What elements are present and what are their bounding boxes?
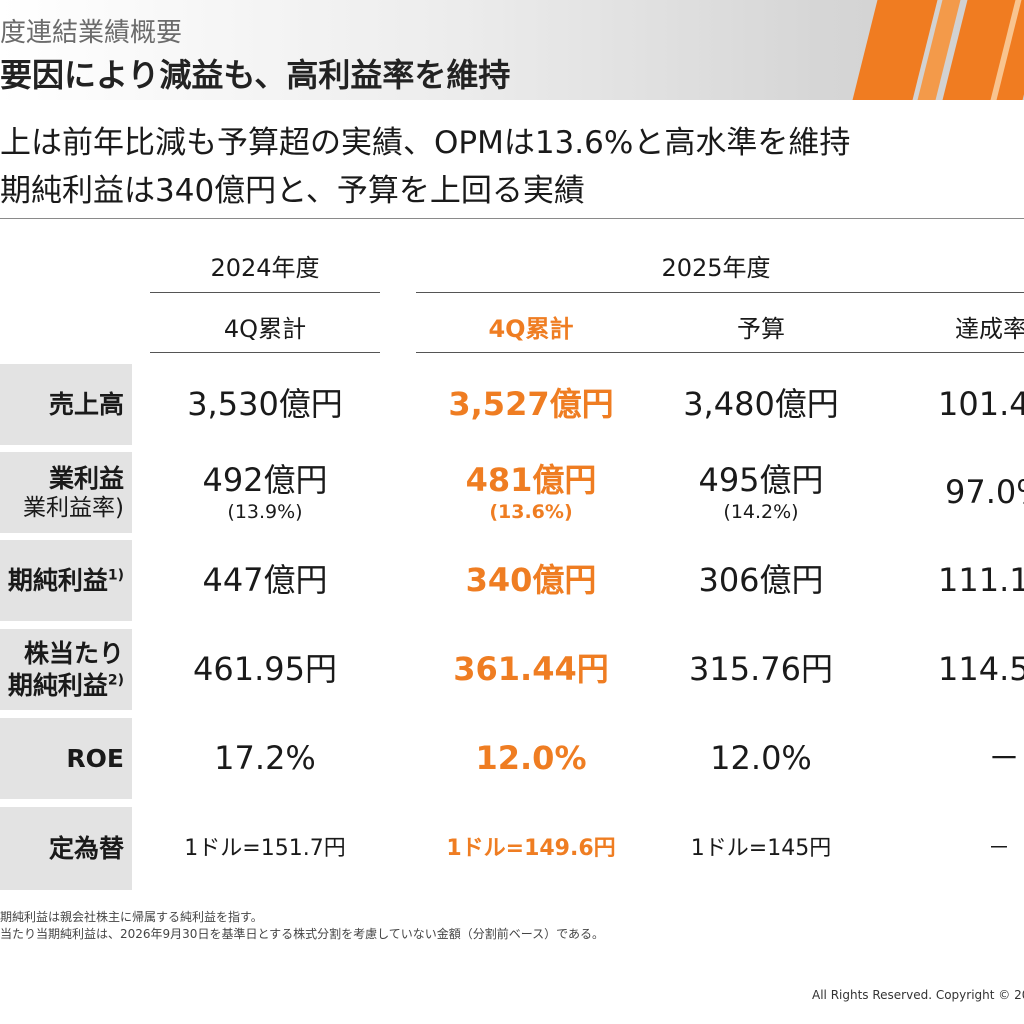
- cell-value: 111.1: [938, 561, 1024, 600]
- row-label-text: ROE: [66, 743, 124, 773]
- header-rule: [150, 352, 380, 353]
- row-label-subtext: 業利益率): [23, 494, 124, 521]
- row-label-eps: 株当たり 期純利益2): [0, 629, 132, 710]
- cell-value: 17.2%: [214, 739, 316, 778]
- row-label-text: 売上高: [48, 389, 124, 419]
- table-cell: 97.0%: [945, 452, 1024, 533]
- row-label-roe: ROE: [0, 718, 132, 799]
- section-label: 度連結業績概要: [0, 18, 183, 48]
- cell-value: 461.95円: [193, 650, 337, 689]
- header-rule: [416, 292, 1024, 293]
- cell-subvalue: (14.2%): [723, 500, 799, 523]
- footnote-marker: 2): [107, 672, 124, 689]
- table-cell: 3,527億円: [416, 364, 646, 445]
- table-cell: 12.0%: [416, 718, 646, 799]
- cell-value: 3,527億円: [448, 385, 614, 424]
- cell-subvalue: (13.9%): [227, 500, 303, 523]
- footnote-marker: 1): [107, 567, 124, 584]
- table-cell: －: [988, 807, 1024, 890]
- table-cell: 114.5: [938, 629, 1024, 710]
- row-label-operating-income: 業利益 業利益率): [0, 452, 132, 533]
- row-label-fx-rate: 定為替: [0, 807, 132, 890]
- table-cell: 101.4: [938, 364, 1024, 445]
- cell-value: 12.0%: [475, 739, 587, 778]
- table-cell: 1ドル=151.7円: [150, 807, 380, 890]
- col-header-budget: 予算: [737, 315, 785, 343]
- cell-value: 315.76円: [689, 650, 833, 689]
- cell-value: 3,530億円: [187, 385, 343, 424]
- row-label-text: 株当たり: [23, 639, 124, 669]
- row-label-text: 業利益: [48, 463, 124, 493]
- col-header-achievement: 達成率: [955, 315, 1024, 343]
- table-cell: 17.2%: [150, 718, 380, 799]
- header-rule: [150, 292, 380, 293]
- row-label-word: 期純利益: [7, 565, 108, 595]
- cell-value: 1ドル=151.7円: [184, 835, 346, 861]
- table-cell: 111.1: [938, 540, 1024, 621]
- cell-subvalue: (13.6%): [489, 500, 573, 523]
- slide-title: 要因により減益も、高利益率を維持: [0, 56, 511, 94]
- cell-value: 12.0%: [710, 739, 812, 778]
- table-cell: －: [988, 718, 1024, 799]
- cell-value: 495億円: [698, 460, 824, 499]
- cell-value: 3,480億円: [683, 385, 839, 424]
- table-cell: 12.0%: [646, 718, 876, 799]
- summary-bullet: 上は前年比減も予算超の実績、OPMは13.6%と高水準を維持: [0, 125, 851, 161]
- row-label-net-sales: 売上高: [0, 364, 132, 445]
- table-cell: 447億円: [150, 540, 380, 621]
- cell-value: 97.0%: [945, 473, 1024, 512]
- table-cell: 1ドル=145円: [646, 807, 876, 890]
- col-header-2025-4q: 4Q累計: [488, 315, 574, 343]
- row-label-text: 期純利益2): [8, 670, 124, 701]
- table-cell: 340億円: [416, 540, 646, 621]
- footnote: 当たり当期純利益は、2026年9月30日を基準日とする株式分割を考慮していない金…: [0, 927, 605, 941]
- cell-value: 114.5: [938, 650, 1024, 689]
- table-cell: 3,530億円: [150, 364, 380, 445]
- cell-value: －: [988, 835, 1011, 861]
- col-header-2024-4q: 4Q累計: [223, 315, 307, 343]
- year-header-2025: 2025年度: [661, 254, 771, 282]
- row-label-net-income: 期純利益1): [0, 540, 132, 621]
- table-cell: 492億円 (13.9%): [150, 452, 380, 533]
- table-cell: 361.44円: [416, 629, 646, 710]
- cell-value: 481億円: [465, 460, 597, 499]
- copyright: All Rights Reserved. Copyright © 20: [812, 988, 1024, 1002]
- cell-value: 1ドル=145円: [690, 835, 832, 861]
- cell-value: 306億円: [698, 561, 824, 600]
- table-cell: 495億円 (14.2%): [646, 452, 876, 533]
- cell-value: 1ドル=149.6円: [446, 835, 616, 861]
- table-cell: 461.95円: [150, 629, 380, 710]
- cell-value: 447億円: [202, 561, 328, 600]
- footnote: 期純利益は親会社株主に帰属する純利益を指す。: [0, 910, 263, 924]
- header-rule: [416, 352, 1024, 353]
- year-header-2024: 2024年度: [210, 254, 320, 282]
- row-label-text: 期純利益1): [8, 565, 124, 596]
- cell-value: －: [988, 739, 1021, 778]
- cell-value: 340億円: [465, 561, 597, 600]
- table-cell: 306億円: [646, 540, 876, 621]
- row-label-word: 期純利益: [7, 670, 108, 700]
- cell-value: 101.4: [938, 385, 1024, 424]
- divider: [0, 218, 1024, 219]
- summary-bullet: 期純利益は340億円と、予算を上回る実績: [0, 173, 585, 209]
- table-cell: 1ドル=149.6円: [416, 807, 646, 890]
- cell-value: 361.44円: [453, 650, 609, 689]
- table-cell: 481億円 (13.6%): [416, 452, 646, 533]
- table-cell: 315.76円: [646, 629, 876, 710]
- table-cell: 3,480億円: [646, 364, 876, 445]
- cell-value: 492億円: [202, 460, 328, 499]
- row-label-text: 定為替: [48, 833, 124, 863]
- header-band: [0, 0, 1024, 100]
